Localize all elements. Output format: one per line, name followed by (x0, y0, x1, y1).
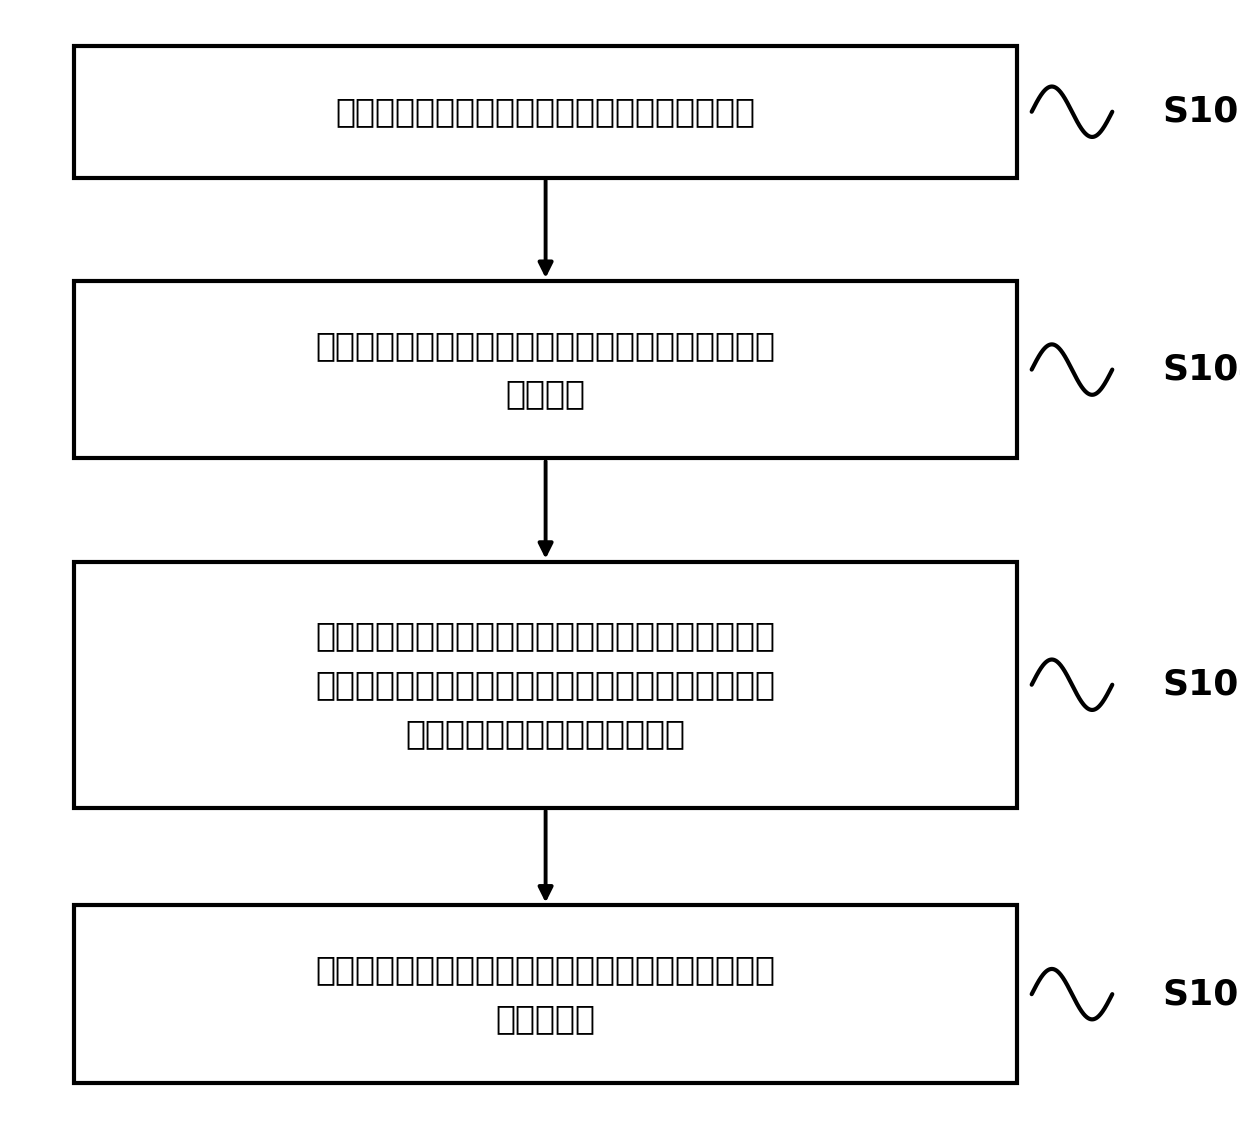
Text: 收集与公交车相关的数据，得到多源异构数据源: 收集与公交车相关的数据，得到多源异构数据源 (336, 95, 755, 128)
Text: 根据广告投放需求和意图，匹配各公交线路的特征属
性，选取特征属性匹配的一条或多条公交线路，进而
生成公交车身广告投放线路方案: 根据广告投放需求和意图，匹配各公交线路的特征属 性，选取特征属性匹配的一条或多条… (316, 620, 775, 749)
Bar (74, 905, 1017, 1083)
Text: S104: S104 (1162, 353, 1240, 386)
Bar (74, 562, 1017, 808)
Text: 对多源异构数据源进行挖掘处理，提取各公交线路的
特征属性: 对多源异构数据源进行挖掘处理，提取各公交线路的 特征属性 (316, 329, 775, 410)
Text: 对投放线路方案中的公交线路及其特征属性信息进行
可视化展示: 对投放线路方案中的公交线路及其特征属性信息进行 可视化展示 (316, 953, 775, 1035)
Bar (74, 46, 1017, 178)
Text: S106: S106 (1162, 668, 1240, 701)
Bar (74, 281, 1017, 458)
Text: S102: S102 (1162, 95, 1240, 128)
Text: S108: S108 (1162, 978, 1240, 1011)
